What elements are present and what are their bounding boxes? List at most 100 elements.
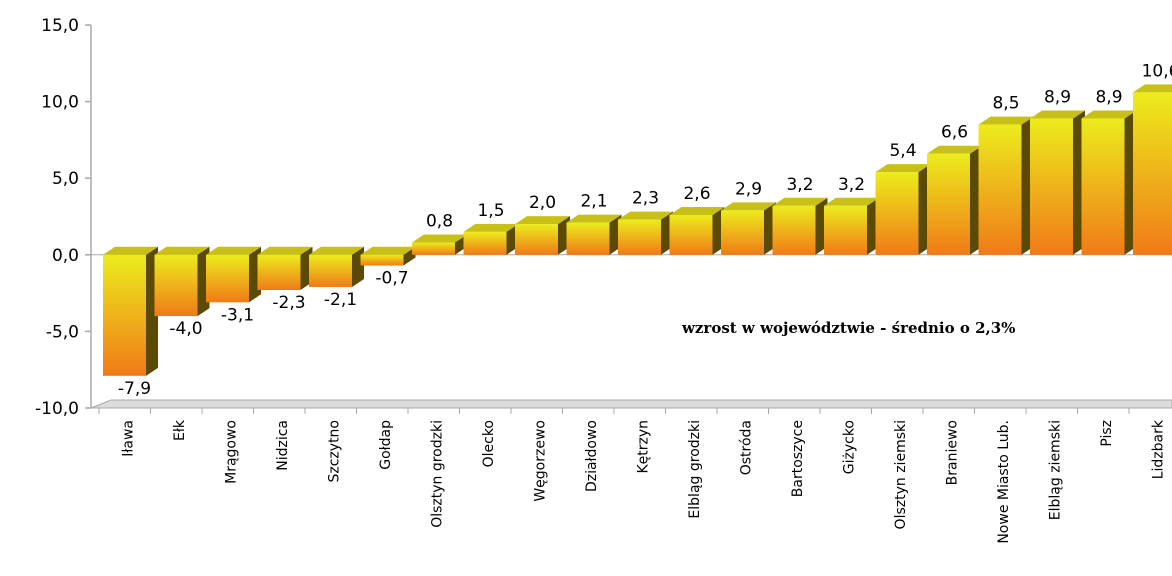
category-label: Ostróda (739, 420, 755, 475)
bar-top-face (721, 202, 776, 211)
bar-front (566, 222, 610, 255)
bar (669, 206, 725, 255)
category-label: Olecko (481, 420, 497, 467)
bar-top-face (257, 246, 313, 255)
bar (772, 197, 828, 255)
bar-top-face (927, 145, 982, 154)
category-label: Giżycko (842, 420, 858, 474)
bar-top-face (772, 197, 828, 206)
bar-value-label: 6,6 (941, 123, 968, 143)
bar (1081, 110, 1137, 255)
category-label: Działdowo (584, 420, 600, 492)
bar (154, 246, 210, 317)
y-tick-label: 5,0 (52, 169, 79, 189)
bar (309, 246, 364, 287)
bar (515, 216, 570, 255)
bar (824, 197, 879, 255)
bar-value-label: 0,8 (426, 212, 453, 232)
category-label: Braniewo (945, 420, 961, 485)
bar-top-face (412, 234, 467, 243)
bar-front (309, 254, 352, 287)
average-annotation: wzrost w województwie - średnio o 2,3% (682, 319, 1016, 337)
category-label: Iława (121, 420, 137, 457)
bar-top-face (1133, 84, 1172, 93)
y-tick-label: -5,0 (46, 322, 79, 342)
bar (618, 211, 673, 255)
bar-value-label: 2,3 (632, 189, 659, 209)
bar (566, 214, 622, 255)
bar-top-face (618, 211, 673, 220)
bar-value-label: -0,7 (375, 269, 408, 289)
category-label: Olsztyn ziemski (893, 420, 909, 529)
bar (257, 246, 313, 291)
bar (412, 234, 467, 255)
bar-front (515, 224, 558, 255)
bar-front (824, 205, 867, 255)
bar-value-label: -2,1 (324, 290, 357, 310)
bar-front (618, 219, 661, 255)
bar-value-label: -4,0 (169, 319, 202, 339)
bar-value-label: 3,2 (786, 175, 813, 195)
bar (1133, 84, 1172, 255)
bar (978, 116, 1034, 255)
bar-top-face (206, 246, 261, 255)
category-label: Nidzica (275, 420, 291, 471)
bar-front (669, 214, 713, 255)
y-tick-label: 15,0 (41, 16, 79, 36)
bar-top-face (515, 216, 570, 225)
bar-value-label: 10,6 (1142, 61, 1172, 81)
bar-front (412, 242, 455, 255)
bar-value-label: 5,4 (889, 141, 916, 161)
category-label: Ełk (172, 419, 188, 441)
category-label: Szczytno (327, 420, 343, 483)
bar-front (978, 124, 1022, 255)
bar (360, 246, 416, 266)
bar-value-label: -7,9 (118, 379, 151, 399)
category-label: Kętrzyn (636, 420, 652, 474)
bar-top-face (360, 246, 416, 255)
bar-front (463, 231, 507, 255)
bar-top-face (309, 246, 364, 255)
bar-top-face (875, 164, 931, 173)
bar-value-label: 8,9 (1044, 87, 1071, 107)
bar-top-face (669, 206, 725, 215)
category-label: Bartoszyce (790, 420, 806, 497)
bar (1030, 110, 1085, 255)
category-label: Elbląg grodzki (687, 420, 703, 519)
bar-front (360, 254, 404, 266)
y-tick-label: 0,0 (52, 246, 79, 266)
bar-front (257, 254, 301, 291)
bar-front (875, 172, 919, 255)
chart-floor (90, 399, 1172, 409)
bar-front (1030, 118, 1073, 255)
bar-value-label: 1,5 (477, 201, 504, 221)
bar-front (103, 254, 146, 376)
category-label: Elbląg ziemski (1048, 420, 1064, 520)
y-tick-label: 10,0 (41, 93, 79, 113)
category-label: Węgorzewo (533, 420, 549, 502)
bar (721, 202, 776, 255)
bar-front (1081, 118, 1125, 255)
y-tick-label: -10,0 (35, 399, 79, 419)
category-label: Mrągowo (224, 420, 240, 484)
bar-value-label: -3,1 (221, 305, 254, 325)
bar-value-label: 2,0 (529, 193, 556, 213)
bar (875, 164, 931, 255)
bar-front (927, 153, 970, 255)
bar-value-label: -2,3 (272, 293, 305, 313)
bar-top-face (824, 197, 879, 206)
category-label: Pisz (1099, 420, 1115, 447)
bar-value-label: 8,5 (992, 94, 1019, 114)
bar-value-label: 3,2 (838, 175, 865, 195)
bar-front (1133, 92, 1172, 255)
bar (103, 246, 158, 376)
bar (927, 145, 982, 255)
category-label: Gołdap (378, 420, 394, 470)
bar-value-label: 2,9 (735, 179, 762, 199)
bar (463, 223, 519, 255)
bar-front (206, 254, 249, 303)
bar-top-face (154, 246, 210, 255)
bar-value-label: 2,6 (683, 184, 710, 204)
category-label: Nowe Miasto Lub. (996, 420, 1012, 544)
